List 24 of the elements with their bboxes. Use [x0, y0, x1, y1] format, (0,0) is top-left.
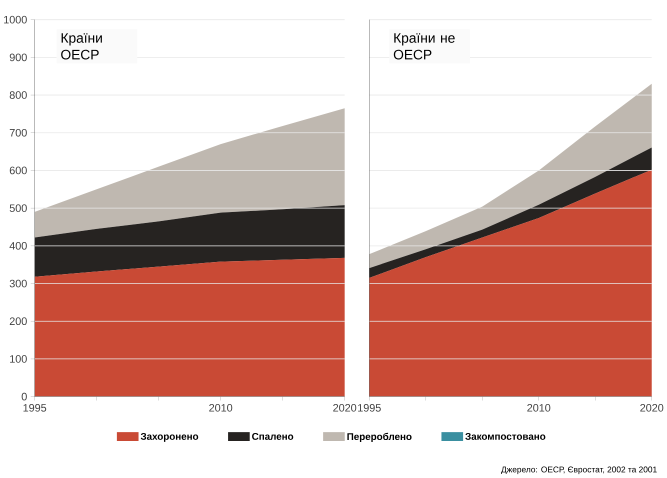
legend-label: Перероблено [347, 432, 412, 442]
y-tick-label: 100 [10, 354, 27, 363]
x-tick-label: 2020 [333, 404, 356, 412]
legend-label: Захоронено [140, 432, 198, 442]
y-tick-label: 600 [10, 166, 27, 174]
y-tick-label: 900 [10, 53, 27, 62]
x-tick-label: 1995 [23, 404, 46, 412]
y-tick-label: 1000 [4, 16, 27, 24]
x-tick-label: 1995 [358, 404, 381, 412]
x-tick-label: 2020 [640, 404, 664, 412]
y-tick-label: 0 [22, 392, 27, 400]
y-tick-label: 700 [10, 128, 27, 136]
text: Джерело: ОЕСР, Євростат, 2002 та 2001 [501, 466, 657, 474]
y-tick-label: 200 [10, 317, 27, 325]
y-tick-label: 800 [10, 91, 27, 99]
y-tick-label: 500 [10, 204, 27, 212]
text: Країни ОЕСР [61, 33, 102, 60]
legend-label: Закомпостовано [465, 432, 546, 440]
legend-label: Спалено [252, 432, 294, 440]
y-tick-label: 300 [10, 280, 27, 288]
x-tick-label: 2010 [527, 404, 550, 412]
text: Країни не ОЕСР [394, 33, 455, 60]
y-tick-label: 400 [10, 242, 27, 250]
x-tick-label: 2010 [209, 404, 232, 412]
